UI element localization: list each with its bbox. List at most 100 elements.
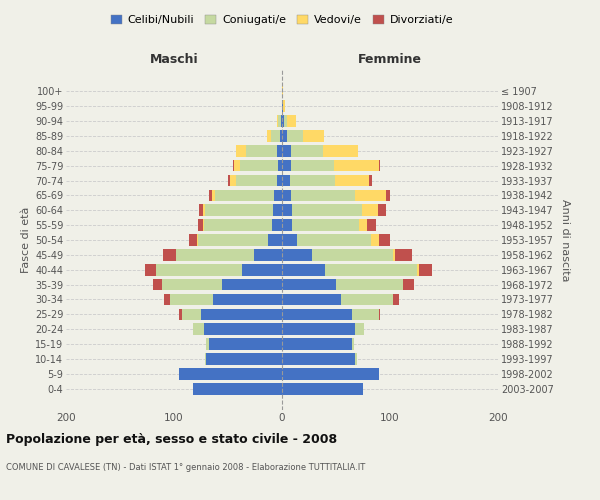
- Bar: [302, 130, 324, 141]
- Bar: [282, 115, 284, 127]
- Bar: [282, 294, 341, 306]
- Bar: [282, 264, 325, 276]
- Bar: [336, 279, 403, 290]
- Bar: [206, 353, 282, 365]
- Bar: [379, 160, 380, 172]
- Bar: [277, 115, 278, 127]
- Bar: [352, 338, 355, 350]
- Y-axis label: Fasce di età: Fasce di età: [20, 207, 31, 273]
- Bar: [230, 174, 236, 186]
- Bar: [367, 220, 376, 231]
- Bar: [272, 220, 282, 231]
- Bar: [341, 294, 393, 306]
- Bar: [274, 204, 282, 216]
- Bar: [395, 249, 412, 260]
- Bar: [247, 145, 277, 156]
- Bar: [282, 383, 363, 394]
- Bar: [403, 279, 414, 290]
- Bar: [359, 220, 367, 231]
- Bar: [284, 115, 287, 127]
- Bar: [325, 264, 417, 276]
- Bar: [242, 264, 282, 276]
- Bar: [221, 279, 282, 290]
- Bar: [282, 279, 336, 290]
- Bar: [198, 220, 203, 231]
- Bar: [282, 160, 290, 172]
- Text: Maschi: Maschi: [149, 53, 199, 66]
- Legend: Celibi/Nubili, Coniugati/e, Vedovi/e, Divorziati/e: Celibi/Nubili, Coniugati/e, Vedovi/e, Di…: [106, 10, 458, 30]
- Bar: [170, 294, 213, 306]
- Bar: [179, 368, 282, 380]
- Bar: [155, 264, 242, 276]
- Bar: [393, 294, 398, 306]
- Text: Femmine: Femmine: [358, 53, 422, 66]
- Bar: [280, 130, 282, 141]
- Bar: [278, 160, 282, 172]
- Bar: [233, 160, 235, 172]
- Bar: [203, 204, 205, 216]
- Bar: [287, 115, 296, 127]
- Bar: [282, 324, 355, 335]
- Bar: [335, 174, 370, 186]
- Bar: [176, 249, 254, 260]
- Bar: [334, 160, 379, 172]
- Bar: [278, 115, 281, 127]
- Bar: [292, 220, 359, 231]
- Bar: [205, 204, 274, 216]
- Bar: [282, 353, 355, 365]
- Bar: [282, 86, 283, 97]
- Bar: [282, 174, 290, 186]
- Bar: [282, 234, 297, 246]
- Bar: [267, 130, 271, 141]
- Bar: [355, 190, 386, 201]
- Bar: [282, 308, 352, 320]
- Bar: [271, 130, 280, 141]
- Bar: [189, 234, 197, 246]
- Bar: [277, 174, 282, 186]
- Bar: [179, 308, 182, 320]
- Bar: [213, 294, 282, 306]
- Bar: [203, 220, 204, 231]
- Y-axis label: Anni di nascita: Anni di nascita: [560, 198, 571, 281]
- Bar: [164, 294, 170, 306]
- Bar: [212, 190, 215, 201]
- Bar: [290, 145, 323, 156]
- Bar: [236, 174, 277, 186]
- Bar: [277, 145, 282, 156]
- Bar: [290, 174, 335, 186]
- Bar: [162, 279, 221, 290]
- Bar: [281, 115, 282, 127]
- Bar: [274, 190, 282, 201]
- Bar: [379, 308, 380, 320]
- Bar: [204, 220, 272, 231]
- Bar: [282, 338, 352, 350]
- Bar: [197, 234, 198, 246]
- Bar: [282, 249, 312, 260]
- Bar: [290, 160, 334, 172]
- Bar: [206, 338, 209, 350]
- Bar: [154, 279, 162, 290]
- Bar: [282, 100, 283, 112]
- Bar: [282, 220, 292, 231]
- Bar: [201, 308, 282, 320]
- Bar: [282, 204, 292, 216]
- Bar: [323, 145, 358, 156]
- Text: Popolazione per età, sesso e stato civile - 2008: Popolazione per età, sesso e stato civil…: [6, 432, 337, 446]
- Bar: [282, 190, 290, 201]
- Bar: [204, 324, 282, 335]
- Bar: [292, 204, 362, 216]
- Bar: [355, 353, 356, 365]
- Bar: [254, 249, 282, 260]
- Bar: [290, 190, 355, 201]
- Bar: [312, 249, 393, 260]
- Bar: [297, 234, 371, 246]
- Bar: [283, 100, 285, 112]
- Bar: [235, 160, 240, 172]
- Bar: [393, 249, 395, 260]
- Bar: [355, 324, 364, 335]
- Bar: [205, 353, 206, 365]
- Bar: [379, 234, 390, 246]
- Bar: [215, 190, 274, 201]
- Bar: [282, 368, 379, 380]
- Bar: [236, 145, 247, 156]
